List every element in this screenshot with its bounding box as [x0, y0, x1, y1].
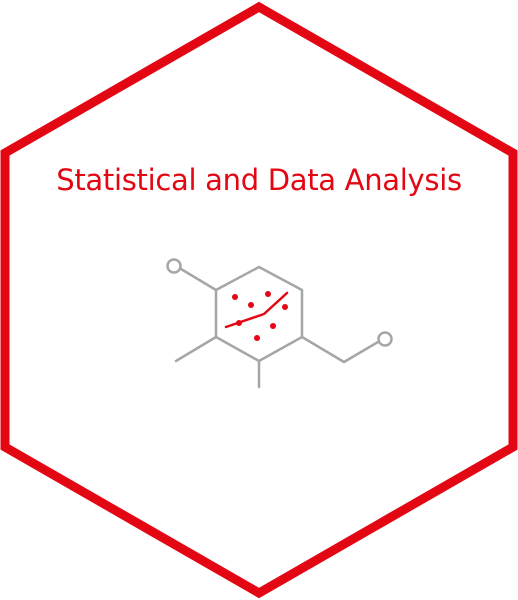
trend-line	[224, 291, 289, 329]
bond-top-left	[179, 267, 218, 292]
scatter-point	[254, 335, 260, 341]
scatter-point	[248, 302, 254, 308]
badge-title: Statistical and Data Analysis	[56, 163, 462, 197]
scatter-point	[270, 323, 276, 329]
bond-right-chain	[300, 335, 380, 364]
atom-top-left	[166, 258, 182, 274]
molecule-ring	[214, 265, 304, 363]
bond-left	[174, 335, 218, 363]
atom-right	[377, 331, 393, 347]
scatter-point	[265, 291, 271, 297]
scatter-point	[232, 294, 238, 300]
scatter-point	[282, 304, 288, 310]
